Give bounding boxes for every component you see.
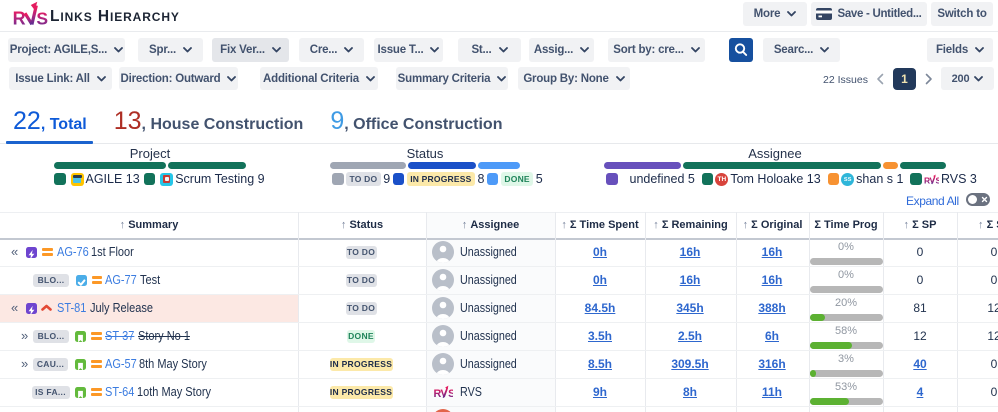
svg-text:V: V	[929, 175, 935, 185]
svg-text:S: S	[935, 175, 939, 185]
svg-text:S: S	[448, 388, 453, 399]
svg-text:S: S	[36, 9, 48, 29]
svg-text:R: R	[924, 175, 930, 185]
svg-text:R: R	[433, 388, 441, 399]
svg-text:R: R	[13, 9, 26, 29]
